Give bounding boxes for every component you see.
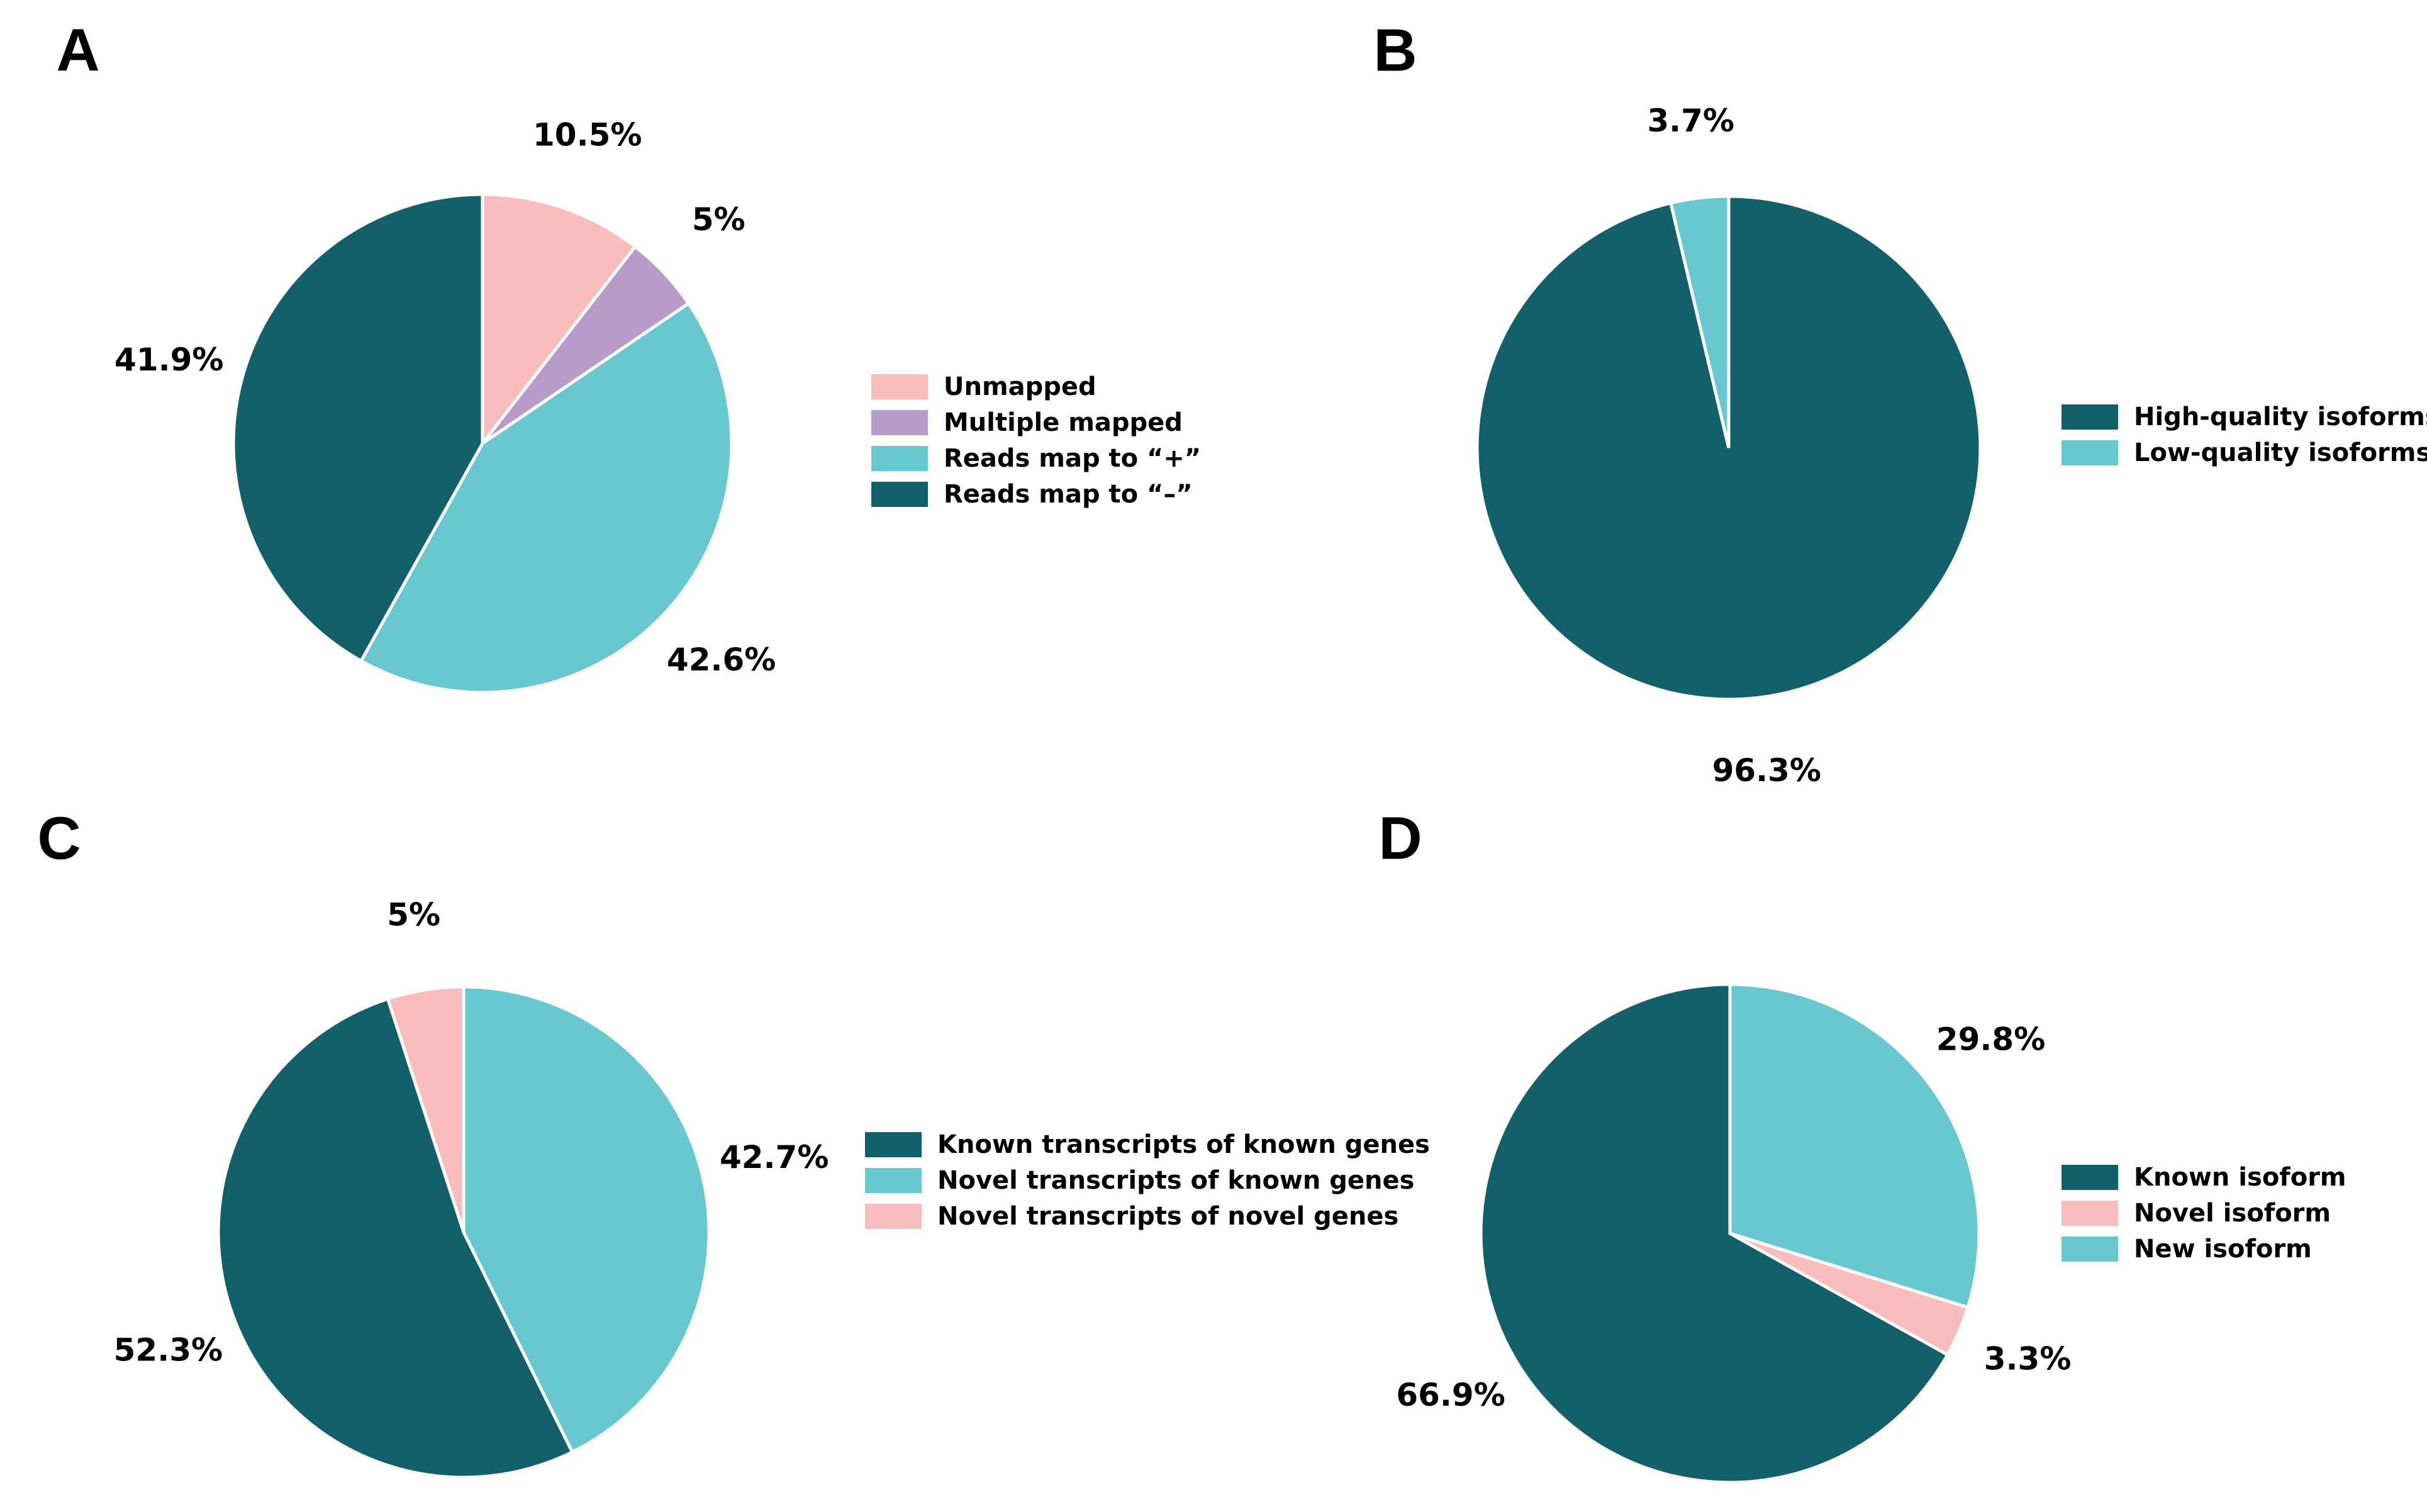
legend-label: Multiple mapped [944,408,1183,437]
value-label: 29.8% [1936,1021,2045,1057]
panel-label: D [1378,804,1422,872]
pie-slice [386,985,466,1233]
pie-slice [1479,982,1950,1484]
legend-label: Novel isoform [2134,1199,2331,1228]
legend-label: New isoform [2134,1235,2312,1264]
value-label: 96.3% [1712,752,1821,789]
legend-label: Reads map to “–” [944,480,1193,509]
value-label: 10.5% [533,116,642,153]
legend-label: Novel transcripts of novel genes [937,1202,1398,1231]
value-label: 42.7% [720,1139,829,1176]
pie-slice [1668,194,1731,448]
legend-swatch [2062,1237,2118,1262]
panel-label: B [1373,16,1417,84]
legend-label: Known isoform [2134,1163,2346,1192]
legend-swatch [871,482,928,507]
value-label: 5% [692,201,745,238]
pie-slice [1728,982,1981,1309]
legend-label: Novel transcripts of known genes [937,1166,1414,1195]
legend-swatch [871,374,928,399]
legend-swatch [865,1168,922,1193]
legend-label: Known transcripts of known genes [937,1130,1430,1159]
pie-slice [462,985,711,1455]
value-label: 5% [387,897,440,933]
legend-swatch [865,1132,922,1157]
legend-swatch [871,410,928,435]
pie-slice [216,996,575,1479]
value-label: 66.9% [1396,1377,1505,1413]
panel-label: A [56,16,99,84]
legend-label: High-quality isoforms [2134,403,2427,431]
value-label: 3.3% [1984,1340,2072,1377]
legend-swatch [871,446,928,471]
legend-label: Low-quality isoforms [2134,438,2427,467]
panel-label: C [37,804,81,872]
legend-swatch [2062,1165,2118,1190]
value-label: 42.6% [667,642,776,678]
pie-slice [359,301,734,694]
pie-slice [232,192,484,664]
value-label: 3.7% [1647,103,1734,139]
value-label: 52.3% [114,1332,223,1369]
legend-swatch [2062,404,2118,430]
legend-label: Reads map to “+” [944,444,1201,473]
legend-swatch [2062,440,2118,465]
legend-swatch [865,1204,922,1229]
value-label: 41.9% [114,342,223,378]
legend-label: Unmapped [944,372,1096,401]
legend-swatch [2062,1201,2118,1226]
pie-slice [481,192,638,448]
